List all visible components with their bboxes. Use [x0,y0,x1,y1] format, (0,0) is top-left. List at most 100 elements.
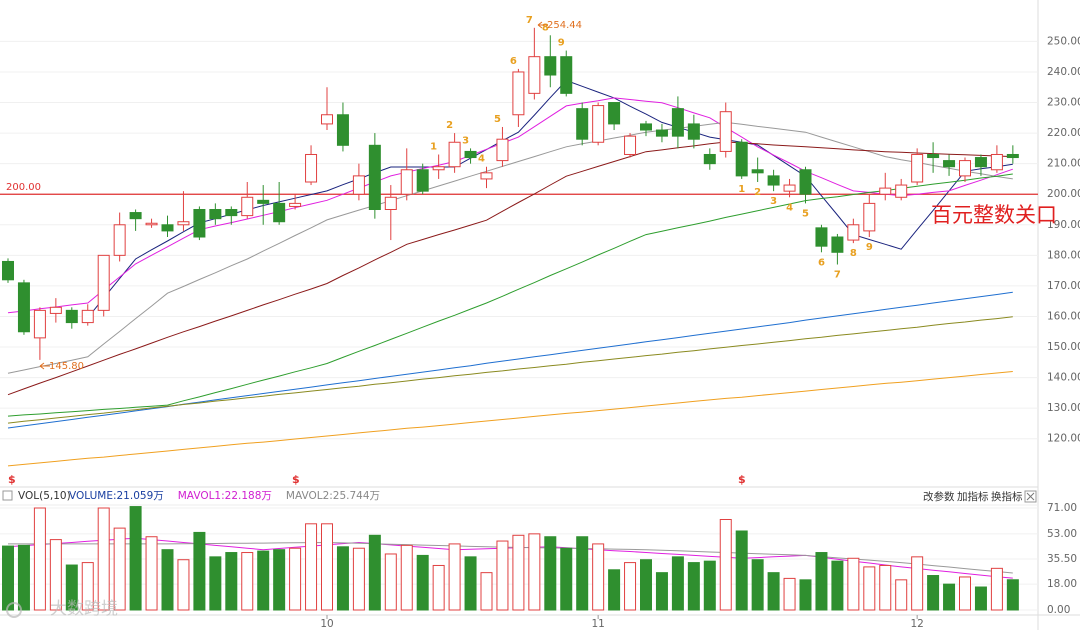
annotation: 145.80 [49,361,84,372]
volume-bar [448,543,461,611]
candle-body [177,221,190,226]
candle-body [719,111,732,152]
volume-bar [640,559,652,611]
moving-average-line [7,173,1013,417]
td-count: 8 [850,248,857,259]
y-tick-label: 160.00 [1047,310,1080,322]
candle-body [847,224,860,241]
volume-bar [480,572,493,611]
y-tick-label: 0.00 [1047,604,1070,616]
volume-bar [81,562,94,611]
volume-bar [177,559,190,611]
volume-average-line [8,541,1013,574]
annotation-arrow [537,21,548,29]
candle-body [273,202,286,223]
td-count: 1 [430,141,437,152]
volume-bar [959,576,971,611]
volume-bar [400,544,413,611]
candle-body [432,166,445,171]
candle-body [225,209,238,217]
td-count: 3 [770,196,777,207]
candle-body [145,222,158,226]
candle-body [480,172,493,180]
y-tick-label: 53.00 [1047,528,1077,540]
candle-body [671,108,684,137]
volume-bar [49,539,62,611]
close-button[interactable] [1024,490,1037,503]
candle-body [33,309,46,339]
td-count: 5 [494,114,501,125]
candle-body [496,138,509,162]
candle-body [257,199,270,204]
moving-average-line [7,121,1013,374]
volume-bar [687,562,700,611]
y-tick-label: 170.00 [1047,280,1080,292]
moving-average-line [7,97,1013,314]
volume-bar [2,545,14,611]
candle-body [608,102,621,125]
help-icon[interactable] [2,490,13,501]
y-tick-label: 190.00 [1047,219,1080,231]
candle-body [305,153,318,183]
y-tick-label: 71.00 [1047,502,1077,514]
volume-bar [767,572,780,611]
volume-bar [719,518,732,611]
volume-bar [911,556,924,611]
volume-bar [496,540,509,611]
candle-body [161,224,174,232]
td-count: 2 [446,120,453,131]
volume-bar [113,527,126,611]
volume-bar [193,531,206,611]
volume-bar [592,543,605,611]
candle-body [2,260,14,281]
candle-body [879,187,892,195]
candle-body [911,153,924,183]
candle-body [831,236,844,253]
y-tick-label: 200.00 [1047,188,1080,200]
volume-bar [783,577,796,611]
volume-legend: VOLUME:21.059万 MAVOL1:22.188万 MAVOL2:25.74… [69,490,380,502]
td-count: 3 [462,135,469,146]
volume-bar [1006,579,1019,611]
candle-body [895,184,908,198]
candle-body [576,108,589,140]
event-icon: $ [292,473,300,486]
candle-body [592,105,605,143]
volume-bar [305,523,318,611]
annotation: 百元整数关口 [931,203,1057,227]
legend-entry: VOLUME:21.059万 [69,490,164,502]
volume-bar [576,536,589,611]
candle-body [512,71,525,116]
moving-average-line [7,371,1013,467]
volume-bar [847,557,860,611]
event-icon: $ [738,473,746,486]
candle-body [560,56,573,94]
button[interactable]: 改参数 [923,490,955,503]
watermark: 大数跨境 [50,599,118,619]
button[interactable]: 换指标 [991,490,1023,503]
volume-bar [943,583,956,611]
candle-body [352,175,365,195]
volume-bar [751,559,764,611]
reference-label: 200.00 [6,182,41,193]
x-tick-label: 11 [591,618,604,630]
volume-bar [289,547,302,611]
candle-body [767,175,780,186]
volume-bar [432,564,445,611]
close-icon [1026,492,1035,501]
candle-body [49,306,62,314]
candle-body [624,135,637,155]
y-tick-label: 210.00 [1047,158,1080,170]
legend-entry: MAVOL2:25.744万 [286,490,380,502]
candle-body [129,212,142,220]
candle-body [735,141,748,177]
candle-body [703,153,716,165]
td-count: 1 [738,184,745,195]
volume-bar [416,554,429,611]
y-tick-label: 35.50 [1047,553,1077,565]
candle-body [17,282,30,333]
button[interactable]: 加指标 [957,490,989,503]
td-count: 7 [526,15,533,26]
volume-bar [368,534,381,611]
